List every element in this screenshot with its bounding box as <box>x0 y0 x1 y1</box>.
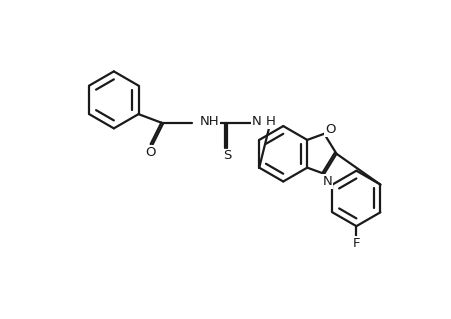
Text: N: N <box>322 175 331 188</box>
Text: S: S <box>222 149 231 162</box>
Text: H: H <box>265 115 275 128</box>
Text: O: O <box>324 123 335 137</box>
Text: F: F <box>352 237 359 249</box>
Text: O: O <box>144 146 155 159</box>
Text: NH: NH <box>200 115 219 128</box>
Text: N: N <box>251 115 261 128</box>
